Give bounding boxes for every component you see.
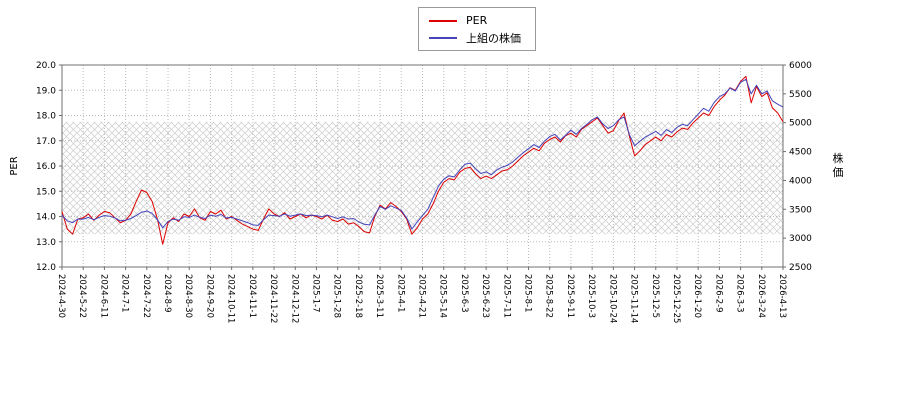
svg-text:2024-11-1: 2024-11-1 — [247, 274, 257, 318]
svg-text:2024-7-22: 2024-7-22 — [141, 274, 151, 318]
stock-price-line — [61, 78, 784, 230]
svg-text:2026-4-13: 2026-4-13 — [777, 274, 787, 318]
legend: PER 上組の株価 — [418, 7, 536, 51]
svg-text:15.0: 15.0 — [36, 187, 56, 197]
svg-text:6000: 6000 — [789, 61, 812, 71]
svg-text:2024-6-11: 2024-6-11 — [98, 274, 108, 318]
y-left-axis-title: PER — [9, 156, 20, 175]
svg-text:19.0: 19.0 — [36, 86, 56, 96]
legend-item-price: 上組の株価 — [429, 29, 521, 46]
per-range-band — [62, 121, 783, 235]
svg-text:2025-3-11: 2025-3-11 — [374, 274, 384, 318]
y-axis-labels: 12.0 13.0 14.0 15.0 16.0 17.0 18.0 19.0 20.0 2500… — [36, 61, 812, 273]
svg-text:20.0: 20.0 — [36, 61, 56, 71]
legend-swatch-0 — [429, 19, 457, 22]
svg-text:2025-6-3: 2025-6-3 — [459, 274, 469, 313]
svg-text:2025-8-22: 2025-8-22 — [544, 274, 554, 318]
svg-text:2026-2-9: 2026-2-9 — [713, 274, 723, 313]
svg-text:13.0: 13.0 — [36, 238, 56, 248]
svg-text:2025-7-11: 2025-7-11 — [501, 274, 511, 318]
svg-text:4500: 4500 — [789, 148, 812, 158]
legend-item-per: PER — [429, 12, 521, 29]
svg-text:2025-10-24: 2025-10-24 — [607, 274, 617, 323]
svg-text:2025-12-5: 2025-12-5 — [650, 274, 660, 318]
svg-text:価: 価 — [833, 166, 844, 179]
svg-text:2025-5-14: 2025-5-14 — [438, 274, 448, 318]
svg-text:2024-8-9: 2024-8-9 — [162, 274, 172, 313]
svg-text:2025-6-23: 2025-6-23 — [480, 274, 490, 318]
svg-text:2025-4-1: 2025-4-1 — [395, 274, 405, 313]
legend-label-per: PER — [466, 14, 488, 27]
svg-text:2025-2-18: 2025-2-18 — [353, 274, 363, 318]
svg-text:2026-1-20: 2026-1-20 — [692, 274, 702, 318]
svg-text:2025-11-14: 2025-11-14 — [629, 274, 639, 323]
svg-text:4000: 4000 — [789, 176, 812, 186]
y-right-axis-title: 株価 — [833, 151, 844, 179]
svg-text:2024-10-11: 2024-10-11 — [226, 274, 236, 323]
svg-text:2024-8-30: 2024-8-30 — [183, 274, 193, 318]
svg-text:2025-4-21: 2025-4-21 — [417, 274, 427, 318]
svg-text:株: 株 — [833, 151, 844, 165]
svg-text:2025-10-3: 2025-10-3 — [586, 274, 596, 318]
legend-swatch-1 — [429, 36, 457, 39]
svg-text:5500: 5500 — [789, 90, 812, 100]
svg-text:3000: 3000 — [789, 234, 812, 244]
svg-text:14.0: 14.0 — [36, 213, 56, 223]
svg-text:2500: 2500 — [789, 263, 812, 273]
svg-text:2025-8-1: 2025-8-1 — [523, 274, 533, 313]
svg-text:18.0: 18.0 — [36, 112, 56, 122]
svg-text:2025-12-25: 2025-12-25 — [671, 274, 681, 323]
svg-text:2025-1-7: 2025-1-7 — [310, 274, 320, 313]
per-line — [61, 75, 784, 245]
svg-text:3500: 3500 — [789, 205, 812, 215]
svg-text:12.0: 12.0 — [36, 263, 56, 273]
svg-text:2024-12-12: 2024-12-12 — [289, 274, 299, 323]
svg-text:2025-1-28: 2025-1-28 — [332, 274, 342, 318]
svg-text:16.0: 16.0 — [36, 162, 56, 172]
gridlines — [62, 65, 783, 267]
svg-text:2025-9-11: 2025-9-11 — [565, 274, 575, 318]
x-axis-labels: 2024-4-30 2024-5-22 2024-6-11 2024-7-1 2024-… — [56, 267, 787, 323]
svg-text:2024-7-1: 2024-7-1 — [120, 274, 130, 313]
legend-label-price: 上組の株価 — [466, 31, 521, 45]
svg-text:2024-11-22: 2024-11-22 — [268, 274, 278, 323]
svg-text:2024-4-30: 2024-4-30 — [56, 274, 66, 318]
svg-text:2024-9-20: 2024-9-20 — [204, 274, 214, 318]
svg-text:2026-3-3: 2026-3-3 — [735, 274, 745, 313]
svg-text:2026-3-24: 2026-3-24 — [756, 274, 766, 318]
svg-text:17.0: 17.0 — [36, 137, 56, 147]
svg-text:5000: 5000 — [789, 119, 812, 129]
svg-text:2024-5-22: 2024-5-22 — [77, 274, 87, 318]
